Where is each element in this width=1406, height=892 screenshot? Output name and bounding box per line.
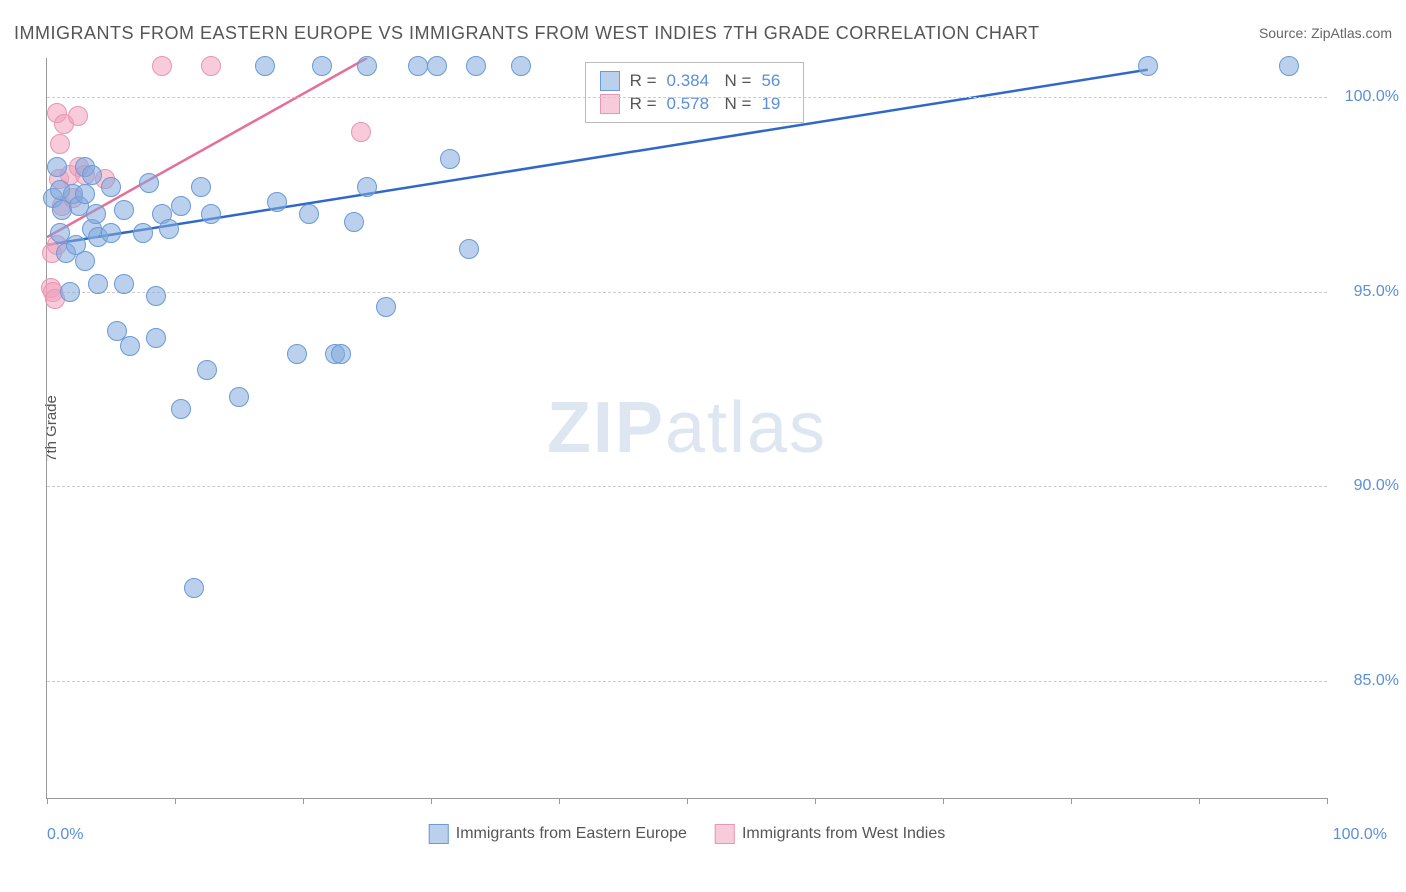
pink-point [201, 56, 221, 76]
grid-line [47, 486, 1327, 487]
blue-point [312, 56, 332, 76]
blue-point [357, 177, 377, 197]
blue-point [114, 200, 134, 220]
blue-point [466, 56, 486, 76]
blue-point [201, 204, 221, 224]
x-tick-label: 0.0% [47, 826, 83, 844]
blue-point [75, 251, 95, 271]
blue-point [47, 157, 67, 177]
plot-area: ZIPatlas R =0.384N =56R =0.578N =19 Immi… [46, 58, 1327, 799]
legend-label-pink: Immigrants from West Indies [742, 825, 945, 843]
blue-point [82, 165, 102, 185]
blue-point [184, 578, 204, 598]
x-tick [687, 798, 688, 804]
blue-point [88, 274, 108, 294]
blue-point [255, 56, 275, 76]
title-bar: IMMIGRANTS FROM EASTERN EUROPE VS IMMIGR… [14, 18, 1392, 48]
x-tick [1199, 798, 1200, 804]
x-tick [47, 798, 48, 804]
y-tick-label: 100.0% [1345, 88, 1399, 106]
x-tick [175, 798, 176, 804]
blue-point [114, 274, 134, 294]
blue-point [75, 184, 95, 204]
x-tick-label: 100.0% [1333, 826, 1387, 844]
y-tick-label: 90.0% [1354, 477, 1399, 495]
blue-point [159, 219, 179, 239]
chart-source: Source: ZipAtlas.com [1259, 25, 1392, 41]
x-tick [431, 798, 432, 804]
x-tick [559, 798, 560, 804]
pink-point [68, 106, 88, 126]
blue-point [357, 56, 377, 76]
watermark: ZIPatlas [547, 387, 827, 469]
blue-point [146, 286, 166, 306]
stat-r-value: 0.384 [667, 69, 715, 93]
blue-point [408, 56, 428, 76]
grid-line [47, 681, 1327, 682]
x-tick [943, 798, 944, 804]
blue-point [197, 360, 217, 380]
legend-label-blue: Immigrants from Eastern Europe [456, 825, 687, 843]
blue-point [440, 149, 460, 169]
pink-point [152, 56, 172, 76]
pink-point [50, 134, 70, 154]
blue-point [344, 212, 364, 232]
stat-n-key: N = [725, 69, 752, 93]
bottom-legend: Immigrants from Eastern Europe Immigrant… [429, 824, 946, 844]
blue-point [1279, 56, 1299, 76]
blue-point [101, 223, 121, 243]
chart-title: IMMIGRANTS FROM EASTERN EUROPE VS IMMIGR… [14, 23, 1040, 44]
blue-point [139, 173, 159, 193]
pink-point [351, 122, 371, 142]
blue-point [171, 399, 191, 419]
blue-point [376, 297, 396, 317]
blue-point [60, 282, 80, 302]
blue-point [191, 177, 211, 197]
blue-point [86, 204, 106, 224]
stats-row-blue: R = 0.384 N = 56 [600, 69, 790, 93]
stat-r-key: R = [630, 69, 657, 93]
trend-lines-svg [47, 58, 1327, 798]
y-tick-label: 85.0% [1354, 672, 1399, 690]
correlation-stats-box: R =0.384N =56R =0.578N =19 [585, 62, 805, 124]
blue-point [120, 336, 140, 356]
blue-point [101, 177, 121, 197]
blue-point [267, 192, 287, 212]
y-tick-label: 95.0% [1354, 283, 1399, 301]
blue-point [299, 204, 319, 224]
blue-point [287, 344, 307, 364]
blue-point [459, 239, 479, 259]
blue-point [171, 196, 191, 216]
blue-point [146, 328, 166, 348]
legend-item-pink: Immigrants from West Indies [715, 824, 945, 844]
legend-swatch-blue [429, 824, 449, 844]
blue-point [511, 56, 531, 76]
legend-swatch-pink [715, 824, 735, 844]
watermark-atlas: atlas [665, 388, 827, 468]
watermark-zip: ZIP [547, 388, 665, 468]
blue-point [331, 344, 351, 364]
x-tick [815, 798, 816, 804]
stat-n-value: 56 [761, 69, 789, 93]
blue-point [133, 223, 153, 243]
blue-point [427, 56, 447, 76]
grid-line [47, 292, 1327, 293]
x-tick [303, 798, 304, 804]
x-tick [1071, 798, 1072, 804]
legend-item-blue: Immigrants from Eastern Europe [429, 824, 687, 844]
blue-point [1138, 56, 1158, 76]
x-tick [1327, 798, 1328, 804]
grid-line [47, 97, 1327, 98]
blue-point [229, 387, 249, 407]
stat-swatch-blue [600, 71, 620, 91]
